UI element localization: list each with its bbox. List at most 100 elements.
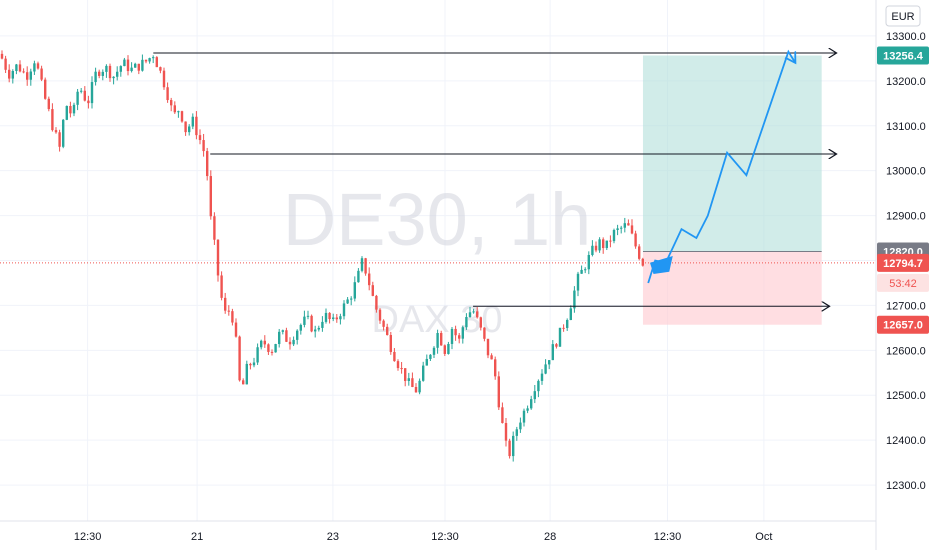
currency-label: EUR bbox=[891, 11, 914, 23]
candle bbox=[36, 61, 40, 70]
candle bbox=[108, 63, 112, 82]
candle bbox=[440, 330, 443, 346]
candle bbox=[314, 325, 317, 338]
time-tick-label: 12:30 bbox=[431, 531, 459, 543]
candle bbox=[90, 76, 94, 109]
candle bbox=[483, 327, 486, 342]
candle bbox=[33, 60, 36, 75]
candle bbox=[393, 348, 396, 362]
candle bbox=[170, 97, 173, 112]
horizontal-ray-lines[interactable] bbox=[153, 53, 836, 306]
candle bbox=[623, 217, 626, 233]
countdown-label: 53:42 bbox=[877, 273, 929, 292]
candle bbox=[540, 369, 544, 385]
candle bbox=[83, 86, 86, 102]
candle bbox=[209, 170, 212, 220]
candle bbox=[22, 68, 25, 74]
candle bbox=[512, 431, 515, 462]
candle bbox=[609, 235, 612, 248]
candle bbox=[335, 313, 338, 323]
candle bbox=[260, 339, 263, 350]
candle bbox=[404, 368, 407, 387]
watermark-symbol: DE30, 1h bbox=[283, 178, 592, 261]
candle bbox=[454, 325, 457, 341]
candle bbox=[458, 332, 461, 344]
candle bbox=[389, 331, 392, 355]
candle bbox=[191, 113, 194, 130]
candle bbox=[76, 88, 79, 111]
candle bbox=[44, 77, 47, 100]
candle bbox=[242, 378, 245, 385]
candle bbox=[105, 64, 108, 78]
candle bbox=[537, 379, 540, 398]
current-price-label: 12794.7 bbox=[877, 253, 929, 272]
stop-zone[interactable] bbox=[642, 251, 822, 325]
candle bbox=[11, 69, 14, 84]
target-zone[interactable] bbox=[642, 55, 822, 252]
price-tick-label: 13100.0 bbox=[886, 121, 926, 133]
candle bbox=[15, 63, 18, 75]
candle bbox=[594, 241, 598, 253]
price-tick-label: 13200.0 bbox=[886, 76, 926, 88]
candle bbox=[497, 371, 500, 411]
candle bbox=[587, 251, 590, 275]
candle bbox=[375, 294, 378, 313]
price-axis[interactable]: 12300.012400.012500.012600.012700.012800… bbox=[886, 31, 926, 492]
currency-button[interactable]: EUR bbox=[885, 5, 921, 27]
time-tick-label: Oct bbox=[755, 531, 772, 543]
candle bbox=[368, 267, 371, 291]
candle bbox=[544, 359, 547, 375]
candlestick-series bbox=[0, 50, 644, 462]
candle bbox=[58, 129, 61, 152]
candle bbox=[332, 313, 335, 322]
candle bbox=[598, 237, 601, 253]
projection-path[interactable] bbox=[647, 49, 795, 284]
candle bbox=[378, 308, 382, 324]
svg-text:12657.0: 12657.0 bbox=[883, 320, 923, 332]
long-position-tool[interactable] bbox=[0, 55, 876, 325]
candle bbox=[396, 359, 400, 371]
candle bbox=[234, 318, 238, 338]
candle bbox=[468, 306, 472, 318]
candle bbox=[206, 147, 209, 181]
candle bbox=[238, 335, 241, 382]
candle bbox=[465, 313, 468, 330]
time-axis[interactable]: 12:30 21 23 12:30 28 12:30 Oct bbox=[74, 531, 773, 543]
candle bbox=[299, 323, 302, 335]
candle bbox=[504, 417, 508, 447]
candle bbox=[173, 101, 176, 114]
candle bbox=[51, 103, 54, 132]
candle bbox=[386, 323, 389, 336]
candle bbox=[98, 69, 101, 79]
price-tick-label: 12700.0 bbox=[886, 300, 926, 312]
candle bbox=[317, 325, 320, 332]
candle bbox=[580, 265, 583, 274]
candle bbox=[195, 111, 198, 140]
projection-flag bbox=[649, 256, 673, 274]
candle bbox=[202, 133, 205, 157]
candle bbox=[479, 316, 482, 331]
candle bbox=[65, 105, 68, 121]
candle bbox=[87, 95, 90, 109]
candle bbox=[213, 212, 216, 245]
candle bbox=[18, 60, 22, 73]
price-tick-label: 12600.0 bbox=[886, 345, 926, 357]
candle bbox=[123, 57, 126, 67]
candle bbox=[519, 417, 522, 433]
candle bbox=[4, 55, 7, 73]
candle bbox=[112, 76, 115, 85]
svg-text:53:42: 53:42 bbox=[889, 278, 917, 290]
candle bbox=[137, 63, 140, 75]
time-tick-label: 12:30 bbox=[74, 531, 102, 543]
candle bbox=[450, 326, 454, 350]
candle bbox=[551, 340, 554, 361]
candle bbox=[256, 343, 259, 365]
candle bbox=[371, 281, 374, 297]
candle bbox=[245, 360, 248, 385]
candle bbox=[152, 55, 155, 64]
candle bbox=[342, 300, 346, 320]
time-tick-label: 28 bbox=[544, 531, 556, 543]
